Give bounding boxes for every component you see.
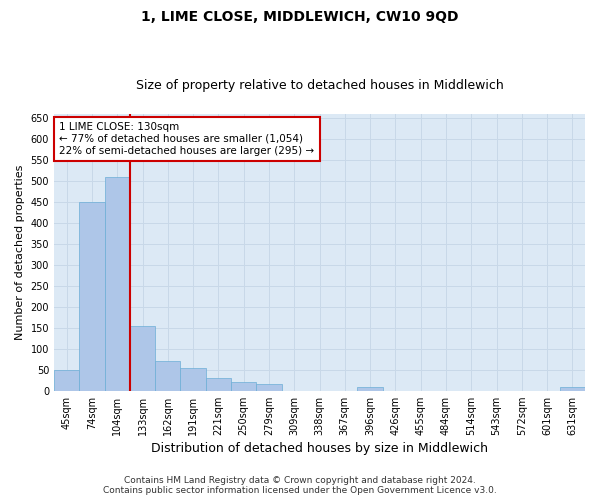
Text: Contains HM Land Registry data © Crown copyright and database right 2024.
Contai: Contains HM Land Registry data © Crown c… — [103, 476, 497, 495]
Bar — [358, 386, 383, 390]
Bar — [130, 326, 155, 390]
X-axis label: Distribution of detached houses by size in Middlewich: Distribution of detached houses by size … — [151, 442, 488, 455]
Text: 1 LIME CLOSE: 130sqm
← 77% of detached houses are smaller (1,054)
22% of semi-de: 1 LIME CLOSE: 130sqm ← 77% of detached h… — [59, 122, 314, 156]
Title: Size of property relative to detached houses in Middlewich: Size of property relative to detached ho… — [136, 79, 503, 92]
Bar — [560, 386, 585, 390]
Bar — [104, 177, 130, 390]
Bar — [155, 362, 181, 390]
Y-axis label: Number of detached properties: Number of detached properties — [15, 164, 25, 340]
Bar — [79, 202, 104, 390]
Text: 1, LIME CLOSE, MIDDLEWICH, CW10 9QD: 1, LIME CLOSE, MIDDLEWICH, CW10 9QD — [141, 10, 459, 24]
Bar — [206, 378, 231, 390]
Bar — [181, 368, 206, 390]
Bar — [231, 382, 256, 390]
Bar — [256, 384, 281, 390]
Bar — [54, 370, 79, 390]
